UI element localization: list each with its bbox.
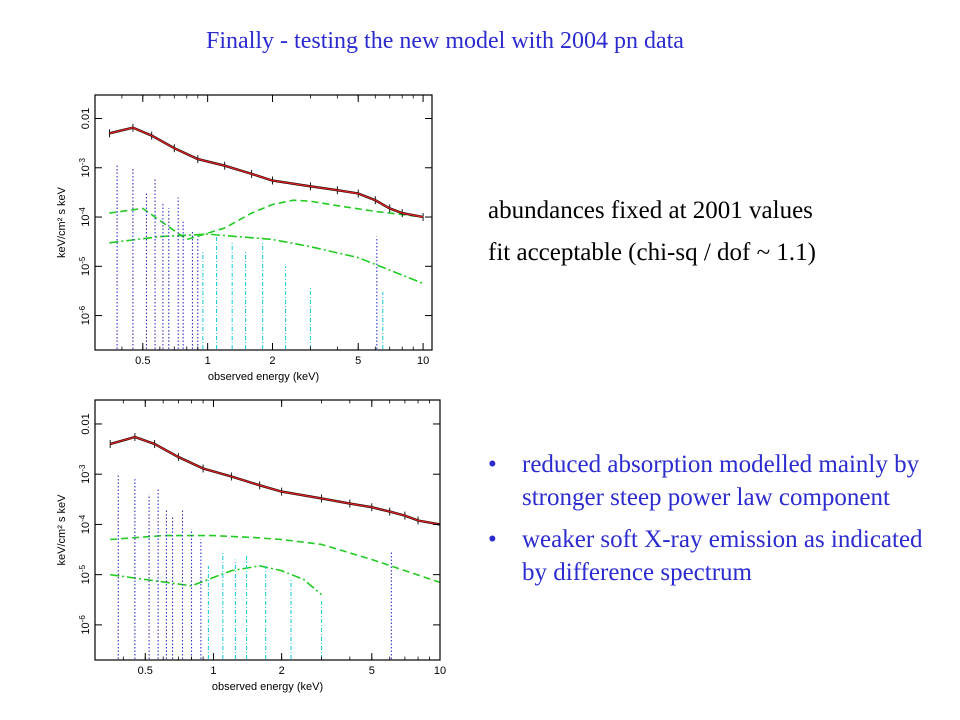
fit-notes: abundances fixed at 2001 values fit acce… bbox=[488, 190, 816, 274]
y-tick-label: 10-6 bbox=[78, 615, 92, 635]
y-tick-exponent: -3 bbox=[78, 464, 87, 472]
x-tick-label: 0.5 bbox=[138, 665, 153, 677]
x-tick-label: 0.5 bbox=[135, 355, 150, 367]
total-model-line bbox=[109, 126, 424, 218]
y-axis-label: keV/cm² s keV bbox=[56, 186, 68, 258]
x-axis-label: observed energy (keV) bbox=[208, 371, 319, 383]
x-tick-label: 5 bbox=[369, 665, 375, 677]
y-tick-exponent: -6 bbox=[78, 615, 87, 623]
y-tick-exponent: -4 bbox=[78, 514, 87, 522]
bullet-glyph: • bbox=[488, 526, 497, 553]
fit-note-chi-sq: fit acceptable (chi-sq / dof ~ 1.1) bbox=[488, 239, 816, 266]
y-tick-label: 10-5 bbox=[78, 564, 92, 584]
x-tick-label: 1 bbox=[205, 355, 211, 367]
y-tick-label: 10-4 bbox=[78, 514, 92, 534]
continuum-component-line bbox=[110, 534, 441, 584]
bullet-text: reduced absorption modelled mainly by st… bbox=[522, 451, 920, 511]
plot-frame bbox=[94, 94, 433, 351]
y-tick-exponent: -4 bbox=[78, 207, 87, 215]
y-axis-label: keV/cm² s keV bbox=[56, 494, 68, 566]
bullet-list: • reduced absorption modelled mainly by … bbox=[488, 448, 943, 598]
plot-frame bbox=[94, 399, 441, 661]
x-axis-label: observed energy (keV) bbox=[212, 681, 323, 693]
bullet-text: weaker soft X-ray emission as indicated … bbox=[522, 526, 923, 586]
continuum-component-line bbox=[109, 199, 424, 241]
x-tick-label: 1 bbox=[210, 665, 216, 677]
x-tick-label: 2 bbox=[279, 665, 285, 677]
fit-note-abundances: abundances fixed at 2001 values bbox=[488, 197, 813, 224]
slide-title: Finally - testing the new model with 200… bbox=[206, 28, 684, 54]
bullet-weaker-soft-xray: • weaker soft X-ray emission as indicate… bbox=[488, 523, 943, 589]
y-tick-exponent: -5 bbox=[78, 256, 87, 264]
x-tick-label: 2 bbox=[269, 355, 275, 367]
y-tick-label: 10-3 bbox=[78, 464, 92, 484]
y-tick-label: 0.01 bbox=[80, 108, 92, 129]
x-tick-label: 5 bbox=[355, 355, 361, 367]
y-tick-exponent: -5 bbox=[78, 564, 87, 572]
y-tick-exponent: -3 bbox=[78, 158, 87, 166]
continuum-component-line bbox=[109, 233, 424, 285]
bullet-glyph: • bbox=[488, 451, 497, 478]
x-tick-label: 10 bbox=[434, 665, 446, 677]
bullet-reduced-absorption: • reduced absorption modelled mainly by … bbox=[488, 448, 943, 514]
y-tick-exponent: -6 bbox=[78, 305, 87, 313]
y-tick-label: 0.01 bbox=[80, 413, 92, 434]
total-model-line bbox=[110, 436, 441, 526]
continuum-component-line bbox=[110, 564, 323, 596]
x-tick-label: 10 bbox=[417, 355, 429, 367]
